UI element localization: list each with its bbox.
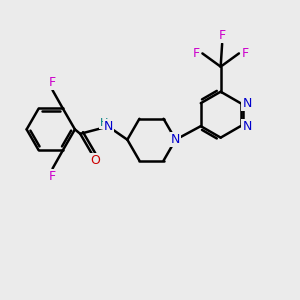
Text: F: F: [242, 47, 249, 60]
Text: F: F: [49, 170, 56, 183]
Text: N: N: [242, 97, 252, 110]
Text: H: H: [100, 118, 108, 128]
Text: N: N: [242, 120, 252, 133]
Text: F: F: [49, 76, 56, 89]
Text: N: N: [103, 120, 113, 133]
Text: F: F: [192, 47, 200, 60]
Text: N: N: [171, 133, 180, 146]
Text: O: O: [91, 154, 100, 167]
Text: F: F: [219, 29, 226, 42]
